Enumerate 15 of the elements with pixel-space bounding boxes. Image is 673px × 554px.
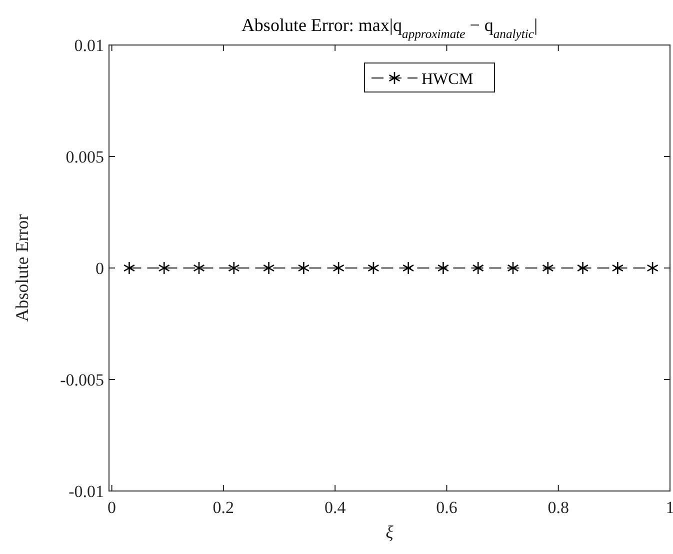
- x-tick-label: 0.4: [324, 498, 346, 517]
- y-tick-label: 0.01: [74, 36, 104, 55]
- x-tick-label: 0: [108, 498, 116, 517]
- y-axis-title: Absolute Error: [12, 214, 32, 322]
- x-tick-label: 1: [666, 498, 673, 517]
- y-tick-label: 0: [96, 259, 104, 278]
- chart-title: Absolute Error: max|q$_{approximate}$ − q$_{analytic}$|: [241, 15, 538, 41]
- x-tick-label: 0.8: [548, 498, 569, 517]
- x-tick-label: 0.2: [212, 498, 234, 517]
- y-tick-label: 0.005: [66, 148, 104, 166]
- legend-label: HWCM: [422, 71, 474, 88]
- x-axis-title: ξ: [386, 522, 394, 542]
- y-tick-label: -0.01: [68, 482, 104, 501]
- y-tick-label: -0.005: [60, 370, 104, 390]
- x-tick-label: 0.6: [436, 498, 458, 517]
